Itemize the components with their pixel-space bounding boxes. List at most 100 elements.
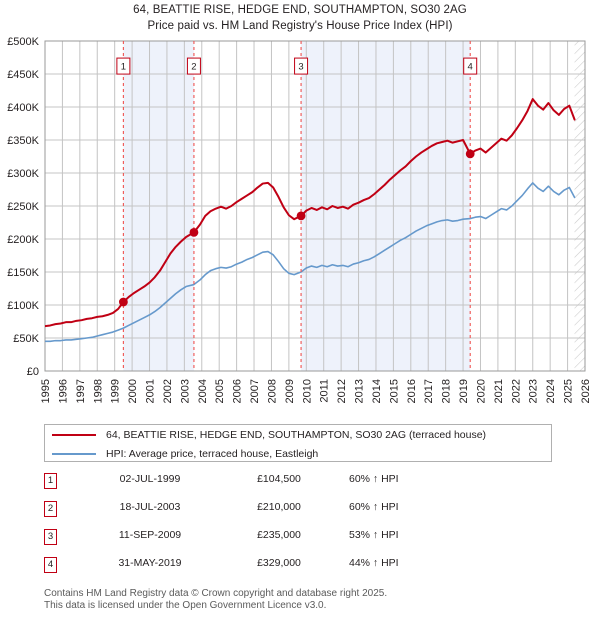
- x-axis-tick-label: 1999: [110, 379, 122, 403]
- x-axis-tick-label: 2015: [388, 379, 400, 403]
- x-axis-tick-label: 2006: [232, 379, 244, 403]
- marker-point[interactable]: [189, 228, 199, 237]
- transaction-hpi-delta: 44% ↑ HPI: [349, 557, 399, 569]
- y-axis-tick-label: £0: [27, 366, 39, 378]
- x-axis-tick-label: 2016: [406, 379, 418, 403]
- x-axis-tick-label: 2025: [563, 379, 575, 403]
- x-axis-tick-label: 2008: [266, 379, 278, 403]
- transaction-price: £329,000: [257, 557, 301, 569]
- marker-label-box[interactable]: [294, 57, 309, 75]
- footer-attribution: Contains HM Land Registry data © Crown c…: [44, 588, 584, 611]
- transaction-hpi-delta: 53% ↑ HPI: [349, 529, 399, 541]
- footer-line-1: Contains HM Land Registry data © Crown c…: [44, 588, 388, 599]
- x-axis-tick-label: 1997: [75, 379, 87, 403]
- grid-lines: [44, 40, 586, 372]
- transaction-hpi-delta: 60% ↑ HPI: [349, 501, 399, 513]
- x-axis-tick-labels: 1995 1996 1997 1998 1999 2000 2001 2002 2003 2004…: [40, 379, 592, 403]
- legend-label-hpi: HPI: Average price, terraced house, East…: [106, 447, 319, 460]
- footer-line-2: This data is licensed under the Open Gov…: [44, 599, 327, 611]
- y-axis-tick-label: £400K: [7, 102, 39, 114]
- x-axis-tick-label: 2002: [162, 379, 174, 403]
- legend-swatch-property-icon: [52, 433, 96, 436]
- y-axis-tick-label: £150K: [7, 267, 39, 279]
- y-axis-tick-label: £250K: [7, 201, 39, 213]
- transaction-date: 11-SEP-2009: [118, 529, 182, 541]
- x-axis-tick-label: 2010: [301, 379, 313, 403]
- legend-label-property: 64, BEATTIE RISE, HEDGE END, SOUTHAMPTON…: [106, 428, 487, 441]
- x-axis-tick-label: 2026: [580, 379, 592, 403]
- x-axis-tick-label: 2012: [336, 379, 348, 403]
- chart-legend: 64, BEATTIE RISE, HEDGE END, SOUTHAMPTON…: [44, 424, 552, 462]
- table-row[interactable]: 4 31-MAY-2019 £329,000 44% ↑ HPI: [44, 554, 554, 582]
- status-badge: 3: [44, 529, 57, 545]
- marker-point[interactable]: [465, 149, 475, 159]
- transaction-price: £235,000: [257, 529, 301, 541]
- y-axis-tick-label: £200K: [7, 234, 39, 246]
- y-axis-tick-label: £500K: [7, 36, 39, 48]
- x-axis-tick-label: 1996: [57, 379, 69, 403]
- marker-label-text: 4: [468, 62, 473, 73]
- transaction-date: 18-JUL-2003: [119, 501, 181, 513]
- transaction-price: £104,500: [257, 473, 301, 485]
- marker-label-box[interactable]: [186, 57, 201, 75]
- series-line: [45, 182, 576, 343]
- status-badge: 1: [44, 473, 57, 489]
- legend-item-hpi: HPI: Average price, terraced house, East…: [45, 444, 551, 463]
- marker-label-box[interactable]: [463, 57, 478, 75]
- legend-item-property: 64, BEATTIE RISE, HEDGE END, SOUTHAMPTON…: [45, 425, 551, 444]
- transaction-hpi-delta: 60% ↑ HPI: [349, 473, 399, 485]
- marker-label-text: 2: [191, 62, 196, 73]
- page-title: 64, BEATTIE RISE, HEDGE END, SOUTHAMPTON…: [0, 2, 600, 34]
- status-badge: 2: [44, 501, 57, 517]
- x-axis-tick-label: 2009: [284, 379, 296, 403]
- x-axis-tick-label: 2019: [458, 379, 470, 403]
- table-row[interactable]: 2 18-JUL-2003 £210,000 60% ↑ HPI: [44, 498, 554, 526]
- transaction-date: 31-MAY-2019: [118, 557, 182, 569]
- series-lines: [45, 98, 576, 343]
- table-row[interactable]: 3 11-SEP-2009 £235,000 53% ↑ HPI: [44, 526, 554, 554]
- marker-points: [118, 149, 475, 307]
- x-axis-tick-label: 2021: [493, 379, 505, 403]
- y-axis-tick-label: £300K: [7, 168, 39, 180]
- marker-label-text: 3: [298, 62, 303, 73]
- x-axis-tick-label: 2018: [441, 379, 453, 403]
- x-axis-tick-label: 2001: [145, 379, 157, 403]
- transactions-table: 1 02-JUL-1999 £104,500 60% ↑ HPI 2 18-JU…: [44, 470, 554, 582]
- x-axis-tick-label: 2007: [249, 379, 261, 403]
- x-axis-tick-label: 2013: [354, 379, 366, 403]
- chart-canvas: £0 £50K £100K £150K £200K £250K £300K £350K £400…: [7, 36, 592, 403]
- y-axis-tick-label: £450K: [7, 69, 39, 81]
- title-line-2: Price paid vs. HM Land Registry's House …: [147, 20, 453, 32]
- x-axis-tick-label: 2003: [179, 379, 191, 403]
- status-badge: 4: [44, 557, 57, 573]
- marker-label-text: 1: [121, 62, 126, 73]
- y-axis-tick-label: £50K: [13, 333, 39, 345]
- marker-label-box[interactable]: [116, 57, 131, 75]
- transaction-price: £210,000: [257, 501, 301, 513]
- marker-labels: 1 2 3 4: [116, 57, 478, 75]
- marker-point[interactable]: [296, 211, 306, 221]
- x-axis-tick-label: 2000: [127, 379, 139, 403]
- x-axis-tick-label: 1995: [40, 379, 52, 403]
- x-axis-tick-label: 2020: [475, 379, 487, 403]
- title-line-1: 64, BEATTIE RISE, HEDGE END, SOUTHAMPTON…: [133, 4, 467, 16]
- series-line: [45, 98, 576, 328]
- x-axis-tick-label: 2017: [423, 379, 435, 403]
- x-axis-tick-label: 2023: [528, 379, 540, 403]
- x-axis-tick-label: 2022: [510, 379, 522, 403]
- x-axis-tick-label: 1998: [92, 379, 104, 403]
- plot-area-border: [44, 40, 586, 372]
- x-axis-tick-label: 2024: [545, 379, 557, 403]
- marker-guidelines: [122, 41, 471, 371]
- y-axis-tick-labels: £0 £50K £100K £150K £200K £250K £300K £350K £400…: [7, 36, 39, 378]
- x-axis-tick-label: 2005: [214, 379, 226, 403]
- marker-point[interactable]: [118, 297, 128, 307]
- table-row[interactable]: 1 02-JUL-1999 £104,500 60% ↑ HPI: [44, 470, 554, 498]
- y-axis-tick-label: £350K: [7, 135, 39, 147]
- x-axis-tick-label: 2011: [319, 379, 331, 403]
- transaction-date: 02-JUL-1999: [119, 473, 181, 485]
- legend-swatch-hpi-icon: [52, 452, 96, 455]
- x-axis-tick-label: 2014: [371, 379, 383, 403]
- y-axis-tick-label: £100K: [7, 300, 39, 312]
